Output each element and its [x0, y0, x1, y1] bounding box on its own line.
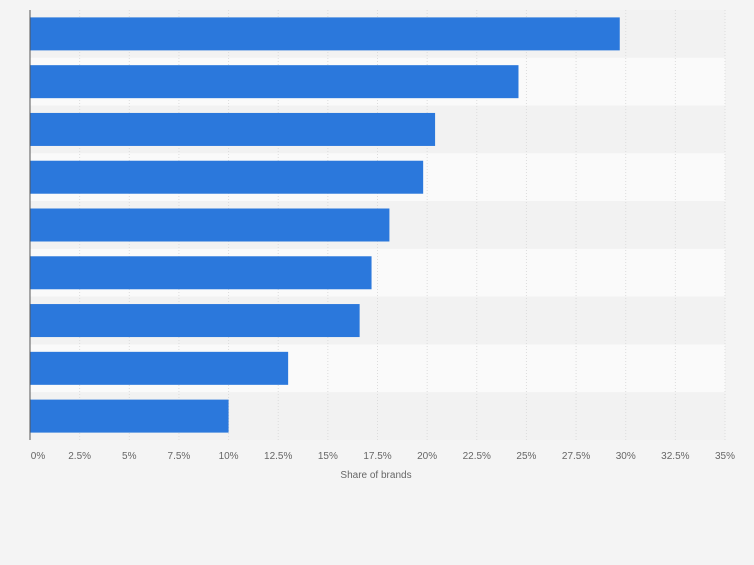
bar[interactable]	[30, 304, 360, 338]
x-tick-label: 15%	[318, 451, 338, 462]
x-tick-label: 25%	[516, 451, 536, 462]
bar[interactable]	[30, 351, 289, 385]
bar[interactable]	[30, 399, 229, 433]
bar[interactable]	[30, 112, 436, 146]
x-tick-label: 20%	[417, 451, 437, 462]
bar[interactable]	[30, 256, 372, 290]
x-tick-label: 10%	[219, 451, 239, 462]
bar[interactable]	[30, 65, 519, 99]
x-tick-label: 5%	[122, 451, 137, 462]
x-tick-label: 12.5%	[264, 451, 292, 462]
x-tick-label: 0%	[31, 451, 46, 462]
x-tick-label: 7.5%	[168, 451, 191, 462]
x-tick-label: 32.5%	[661, 451, 689, 462]
bar[interactable]	[30, 17, 620, 51]
x-tick-label: 35%	[715, 451, 735, 462]
x-tick-label: 27.5%	[562, 451, 590, 462]
x-tick-label: 22.5%	[463, 451, 491, 462]
x-tick-label: 17.5%	[363, 451, 391, 462]
bars	[30, 17, 620, 433]
x-tick-label: 2.5%	[68, 451, 91, 462]
bar[interactable]	[30, 208, 390, 242]
x-tick-label: 30%	[616, 451, 636, 462]
x-axis-title: Share of brands	[340, 470, 411, 481]
x-tick-labels: 0% 2.5% 5% 7.5% 10% 12.5% 15% 17.5% 20% 22.5% 25% 2…	[31, 451, 735, 462]
bar[interactable]	[30, 160, 424, 194]
